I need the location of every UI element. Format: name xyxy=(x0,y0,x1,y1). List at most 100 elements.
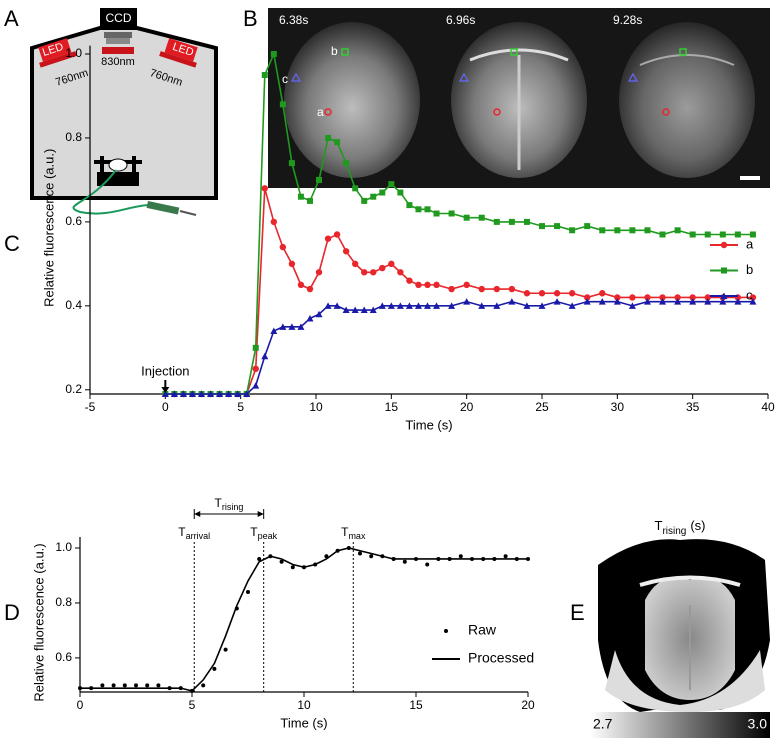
marker xyxy=(257,556,262,561)
marker xyxy=(689,231,696,238)
marker xyxy=(207,390,215,397)
marker xyxy=(379,264,386,272)
x-tick-label: -5 xyxy=(85,400,96,414)
marker xyxy=(325,134,332,141)
marker xyxy=(378,302,386,309)
map-title-unit: (s) xyxy=(690,518,705,533)
legend-marker xyxy=(720,292,728,299)
marker xyxy=(415,206,422,213)
marker xyxy=(290,565,295,570)
marker xyxy=(270,50,277,57)
legend-label: a xyxy=(746,236,754,251)
marker xyxy=(361,197,368,204)
x-tick-label: 15 xyxy=(385,400,399,414)
marker xyxy=(689,298,697,305)
y-tick-label: 0.8 xyxy=(65,130,82,144)
legend-marker xyxy=(444,629,448,633)
y-tick-label: 0.6 xyxy=(65,214,82,228)
marker xyxy=(463,298,471,305)
x-tick-label: 10 xyxy=(309,400,323,414)
marker xyxy=(279,559,284,564)
series-line xyxy=(165,300,753,395)
marker xyxy=(644,294,651,301)
roi-label: b xyxy=(331,44,338,58)
marker xyxy=(288,260,296,268)
marker xyxy=(463,281,470,289)
marker xyxy=(197,390,205,397)
marker xyxy=(396,302,404,309)
x-tick-label: 10 xyxy=(297,698,311,712)
x-tick-label: 5 xyxy=(189,698,196,712)
series-line xyxy=(80,547,528,692)
marker xyxy=(584,223,591,230)
marker xyxy=(252,365,259,373)
panel-label: C xyxy=(4,231,20,256)
marker xyxy=(424,281,431,289)
marker xyxy=(397,189,404,196)
marker xyxy=(628,302,636,309)
rising-time-map xyxy=(590,539,770,738)
marker xyxy=(719,298,727,305)
colorbar-tick: 3.0 xyxy=(748,716,768,732)
marker xyxy=(358,551,362,556)
annotation-arrowhead xyxy=(161,387,170,393)
marker xyxy=(493,302,501,309)
marker xyxy=(554,223,561,230)
marker xyxy=(201,683,206,688)
legend-marker xyxy=(721,267,727,274)
marker xyxy=(538,290,546,297)
marker xyxy=(324,302,332,309)
marker xyxy=(402,559,407,564)
x-axis-title: Time (s) xyxy=(405,417,452,432)
marker xyxy=(279,101,286,108)
y-axis-title: Relative fluorescence (a.u.) xyxy=(31,543,46,701)
span-label: Trising xyxy=(215,496,244,512)
setup-diagram xyxy=(30,8,218,216)
frame-time: 6.38s xyxy=(279,13,308,27)
marker xyxy=(370,193,377,200)
marker xyxy=(553,290,561,297)
marker xyxy=(261,352,269,360)
marker xyxy=(306,285,314,293)
marker xyxy=(614,227,621,234)
map-title-sub: rising xyxy=(662,526,686,537)
time-marker-label-main: T xyxy=(178,525,186,539)
panel-label: A xyxy=(4,6,19,31)
marker xyxy=(212,666,217,671)
marker xyxy=(405,302,413,309)
marker xyxy=(406,277,413,284)
marker xyxy=(599,290,606,297)
marker xyxy=(324,554,329,559)
marker xyxy=(252,382,260,389)
y-axis-title: Relative fluorescence (a.u.) xyxy=(41,149,56,307)
marker xyxy=(508,298,516,305)
marker xyxy=(659,231,666,238)
marker xyxy=(279,243,287,251)
marker xyxy=(343,160,350,167)
marker xyxy=(261,71,268,78)
marker xyxy=(316,176,323,183)
x-tick-label: 20 xyxy=(521,698,535,712)
span-label-main: T xyxy=(215,496,223,510)
marker xyxy=(122,683,127,688)
marker xyxy=(448,210,455,217)
marker xyxy=(629,227,636,234)
marker xyxy=(538,302,546,309)
marker xyxy=(246,589,250,594)
roi-label: a xyxy=(317,105,324,119)
marker xyxy=(388,260,395,268)
marker xyxy=(749,298,757,305)
marker xyxy=(315,269,323,276)
time-marker-label: Tpeak xyxy=(250,525,277,541)
marker xyxy=(644,227,651,234)
camera-label: CCD xyxy=(106,11,132,25)
marker xyxy=(734,298,742,305)
panel-label: B xyxy=(243,6,258,31)
marker xyxy=(111,683,116,688)
frame-time: 9.28s xyxy=(613,13,642,27)
time-marker-label: Tarrival xyxy=(178,525,210,541)
marker xyxy=(523,290,531,297)
marker xyxy=(100,683,105,688)
marker xyxy=(674,294,681,301)
map-title: Trising (s) xyxy=(654,518,705,536)
